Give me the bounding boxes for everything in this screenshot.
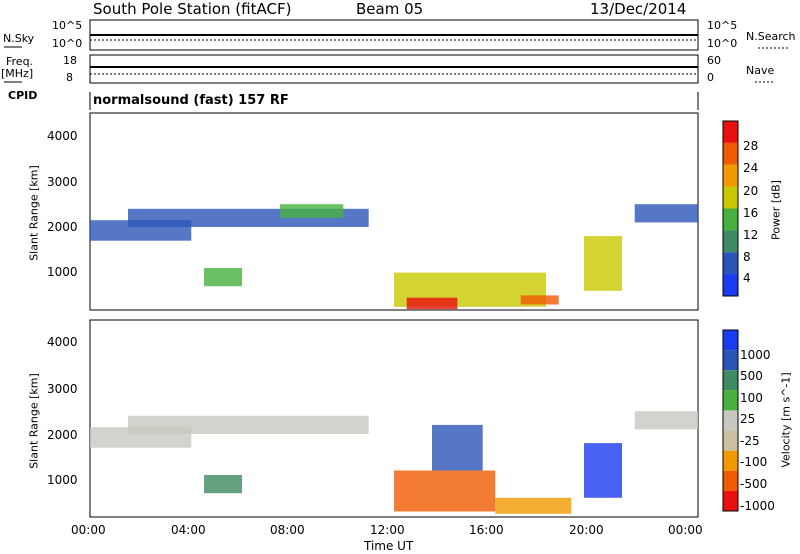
colorbar-segment-2 [723,164,738,187]
freq-strip-frame [89,54,699,84]
power-ytick-4000: 4000 [47,129,78,143]
station-title: South Pole Station (fitACF) [93,0,292,18]
xtick-2: 08:00 [270,523,305,537]
power-ytick-1000: 1000 [47,265,78,279]
power-cbar-12: 12 [743,228,759,242]
power-ytick-3000: 3000 [47,175,78,189]
freq-top-tick: 18 [63,54,77,67]
colorbar-segment-0 [723,121,738,143]
nave-bottom-tick: 0 [707,71,714,84]
data-region-1 [128,415,369,434]
nsky-label: N.Sky [3,32,35,45]
nsearch-bottom-tick: 10^0 [707,37,738,50]
vel-cbar-m1000: -1000 [740,499,775,513]
data-region-7 [584,236,622,291]
velocity-ytick-2000: 2000 [47,428,78,442]
power-colorbar [722,120,739,297]
colorbar-segment-4 [723,410,738,431]
colorbar-segment-7 [723,470,738,491]
vel-cbar-m500: -500 [740,477,768,491]
colorbar-segment-2 [723,370,738,391]
colorbar-segment-5 [723,230,738,253]
vel-cbar-1000: 1000 [740,348,771,362]
xtick-1: 04:00 [171,523,206,537]
velocity-ytick-4000: 4000 [47,335,78,349]
nsearch-top-tick: 10^5 [707,19,738,32]
data-region-4 [432,424,483,471]
colorbar-segment-3 [723,186,738,209]
data-region-5 [406,297,458,310]
velocity-ytick-3000: 3000 [47,382,78,396]
vel-cbar-m25: -25 [740,434,760,448]
data-region-6 [520,295,559,305]
vel-cbar-25: 25 [740,412,756,426]
colorbar-segment-3 [723,390,738,411]
data-region-7 [634,411,698,430]
data-region-2 [204,475,242,494]
colorbar-segment-1 [723,142,738,165]
power-cbar-20: 20 [743,184,759,198]
nave-label: Nave [746,64,775,77]
vel-cbar-m100: -100 [740,455,768,469]
velocity-data-regions [90,411,698,514]
data-region-8 [634,204,698,223]
nsky-top-tick: 10^5 [52,19,83,32]
nsearch-label: N.Search [746,30,796,43]
beam-label: Beam 05 [356,0,424,18]
xtick-0: 00:00 [71,523,106,537]
power-cbar-24: 24 [743,161,759,175]
nsky-bottom-tick: 10^0 [52,37,83,50]
velocity-ytick-1000: 1000 [47,473,78,487]
xtick-5: 20:00 [569,523,604,537]
colorbar-frame [722,329,739,512]
power-cbar-28: 28 [743,139,759,153]
colorbar-segment-4 [723,208,738,231]
data-region-6 [584,443,622,498]
colorbar-frame [722,120,739,297]
freq-unit-label: [MHz] [1,67,34,80]
colorbar-segment-7 [723,274,738,296]
power-cbar-4: 4 [743,271,751,285]
xtick-6: 00:00 [668,523,703,537]
xlabel: Time UT [364,539,414,553]
xtick-3: 12:00 [370,523,405,537]
data-region-3 [204,268,242,287]
date-label: 13/Dec/2014 [590,0,687,18]
nave-top-tick: 60 [707,54,721,67]
vel-cbar-100: 100 [740,391,763,405]
freq-bottom-tick: 8 [66,71,73,84]
cpid-text: normalsound (fast) 157 RF [93,93,289,108]
cpid-label: CPID [8,89,38,102]
power-ytick-2000: 2000 [47,220,78,234]
colorbar-segment-6 [723,450,738,471]
colorbar-segment-6 [723,252,738,275]
colorbar-segment-0 [723,330,738,351]
power-data-regions [90,204,698,310]
freq-label: Freq. [6,55,34,68]
power-cbar-16: 16 [743,206,759,220]
colorbar-segment-1 [723,350,738,371]
data-region-5 [495,497,572,514]
xtick-4: 16:00 [469,523,504,537]
vel-cbar-500: 500 [740,369,763,383]
colorbar-segment-8 [723,490,738,511]
colorbar-segment-5 [723,430,738,451]
velocity-colorbar [722,329,739,512]
data-region-2 [280,204,344,218]
power-cbar-8: 8 [743,250,751,264]
data-region-3 [394,470,496,512]
